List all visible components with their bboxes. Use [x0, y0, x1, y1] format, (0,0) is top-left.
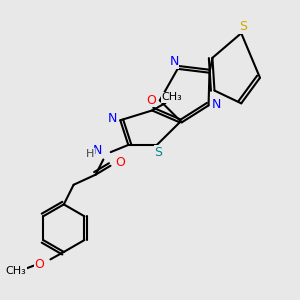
Text: N: N	[211, 98, 221, 111]
Text: S: S	[154, 146, 162, 159]
Text: H: H	[86, 148, 94, 159]
Text: O: O	[146, 94, 156, 107]
Text: O: O	[34, 258, 44, 271]
Text: CH₃: CH₃	[5, 266, 26, 276]
Text: N: N	[169, 55, 179, 68]
Text: S: S	[239, 20, 247, 33]
Text: N: N	[108, 112, 118, 125]
Text: O: O	[115, 156, 125, 169]
Text: CH₃: CH₃	[162, 92, 182, 102]
Text: N: N	[93, 144, 102, 157]
